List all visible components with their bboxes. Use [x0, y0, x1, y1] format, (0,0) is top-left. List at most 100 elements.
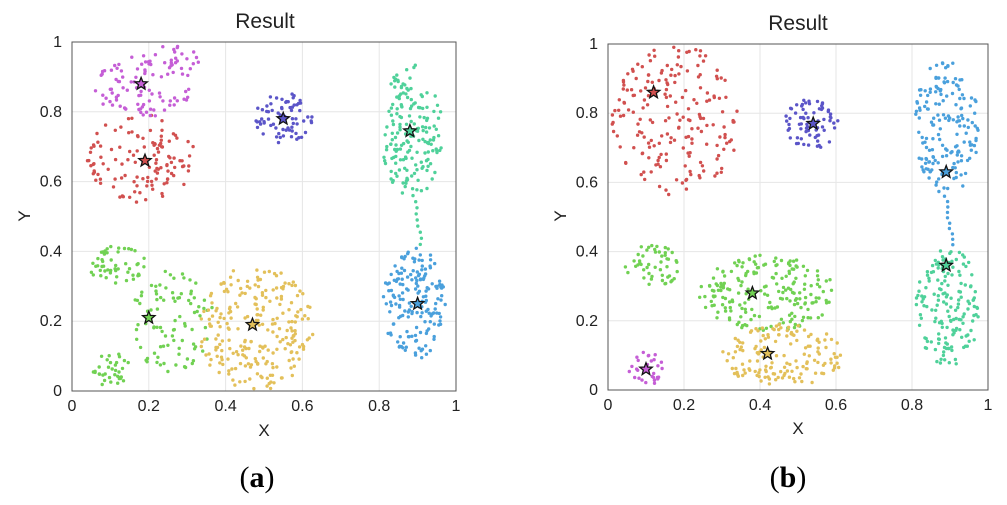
- scatter-point-purple: [255, 120, 259, 124]
- scatter-point-magenta: [114, 77, 118, 82]
- scatter-point-red: [647, 145, 652, 149]
- scatter-point-yellow: [226, 357, 230, 361]
- scatter-point-yellow: [290, 283, 294, 288]
- scatter-point-yellow: [253, 295, 257, 300]
- scatter-point-teal: [414, 200, 418, 204]
- scatter-point-green: [623, 265, 628, 269]
- scatter-point-teal: [401, 91, 405, 95]
- scatter-point-green: [110, 367, 114, 371]
- scatter-point-yellow: [267, 381, 271, 386]
- scatter-point-green: [121, 379, 126, 383]
- scatter-point-green: [159, 295, 163, 300]
- scatter-point-magenta: [139, 89, 143, 94]
- scatter-point-green: [155, 297, 159, 302]
- scatter-point-red: [646, 141, 651, 145]
- scatter-point-red: [669, 136, 673, 140]
- scatter-point-blue: [955, 120, 959, 124]
- scatter-point-green: [744, 310, 748, 314]
- scatter-point-yellow: [246, 362, 251, 366]
- scatter-point-yellow: [279, 297, 284, 301]
- scatter-point-yellow: [234, 350, 239, 354]
- scatter-point-yellow: [248, 377, 252, 381]
- scatter-point-teal: [391, 119, 395, 123]
- scatter-point-red: [622, 101, 627, 105]
- scatter-point-yellow: [287, 358, 291, 363]
- scatter-point-yellow: [771, 327, 775, 331]
- ticks-a: 0 0.2 0.4 0.6 0.8 100.20.40.60.81: [40, 34, 461, 415]
- scatter-point-green: [632, 259, 636, 263]
- scatter-point-red: [723, 132, 727, 137]
- scatter-point-magenta: [172, 103, 176, 107]
- scatter-point-teal: [403, 83, 407, 87]
- scatter-point-green: [727, 318, 732, 322]
- scatter-point-blue: [951, 165, 955, 170]
- scatter-point-teal: [394, 143, 398, 147]
- scatter-point-teal: [940, 255, 945, 259]
- scatter-point-green: [736, 276, 740, 281]
- scatter-point-blue: [400, 266, 404, 270]
- scatter-point-yellow: [788, 362, 792, 367]
- scatter-point-yellow: [763, 368, 768, 372]
- scatter-point-purple: [788, 106, 793, 111]
- scatter-point-yellow: [258, 349, 262, 354]
- scatter-point-yellow: [271, 317, 275, 322]
- scatter-point-blue: [411, 269, 415, 273]
- scatter-point-magenta: [168, 99, 172, 103]
- scatter-point-yellow: [741, 341, 745, 345]
- scatter-point-blue: [928, 66, 932, 71]
- scatter-point-red: [667, 116, 671, 120]
- scatter-point-teal: [435, 103, 440, 108]
- scatter-point-purple: [808, 133, 812, 137]
- scatter-point-teal: [384, 148, 389, 152]
- scatter-point-yellow: [262, 270, 267, 274]
- scatter-point-purple: [289, 135, 294, 139]
- scatter-point-teal: [417, 138, 421, 143]
- scatter-point-yellow: [787, 375, 792, 379]
- scatter-point-teal: [405, 95, 410, 100]
- scatter-point-yellow: [785, 369, 790, 373]
- scatter-point-magenta: [179, 66, 184, 71]
- scatter-point-green: [168, 273, 173, 277]
- scatter-point-purple: [295, 137, 299, 141]
- scatter-point-red: [689, 172, 693, 177]
- scatter-point-teal: [959, 295, 963, 299]
- y-tick-label: 1: [589, 36, 598, 53]
- scatter-point-teal: [404, 92, 408, 96]
- scatter-point-green: [166, 369, 170, 374]
- scatter-point-green: [122, 358, 127, 363]
- scatter-point-red: [681, 146, 685, 150]
- scatter-point-purple: [270, 108, 274, 113]
- scatter-point-blue: [433, 261, 437, 266]
- scatter-point-green: [116, 381, 120, 385]
- scatter-point-magenta: [148, 113, 152, 118]
- scatter-point-blue: [396, 277, 401, 281]
- scatter-point-green: [774, 271, 778, 276]
- scatter-point-teal: [411, 193, 415, 198]
- scatter-point-blue: [389, 288, 394, 293]
- scatter-point-green: [649, 277, 654, 281]
- scatter-point-green: [763, 292, 767, 296]
- scatter-point-teal: [951, 333, 955, 337]
- scatter-point-red: [130, 116, 134, 121]
- scatter-point-purple: [787, 122, 791, 127]
- scatter-point-red: [646, 79, 650, 84]
- scatter-point-red: [724, 95, 728, 100]
- scatter-point-blue: [424, 294, 428, 298]
- scatter-point-yellow: [248, 286, 252, 290]
- scatter-point-green: [101, 264, 106, 268]
- scatter-point-magenta: [172, 47, 176, 52]
- scatter-point-teal: [936, 278, 940, 282]
- scatter-point-yellow: [285, 328, 289, 333]
- scatter-point-yellow: [204, 353, 208, 357]
- scatter-point-yellow: [831, 368, 835, 372]
- scatter-point-red: [705, 99, 709, 103]
- scatter-point-teal: [438, 148, 442, 153]
- scatter-point-blue: [937, 102, 941, 106]
- scatter-point-teal: [954, 362, 958, 366]
- scatter-point-red: [94, 178, 98, 182]
- scatter-point-yellow: [254, 359, 258, 364]
- scatter-point-yellow: [202, 309, 206, 314]
- scatter-point-green: [714, 282, 718, 286]
- scatter-point-red: [613, 108, 617, 113]
- scatter-point-green: [154, 292, 159, 296]
